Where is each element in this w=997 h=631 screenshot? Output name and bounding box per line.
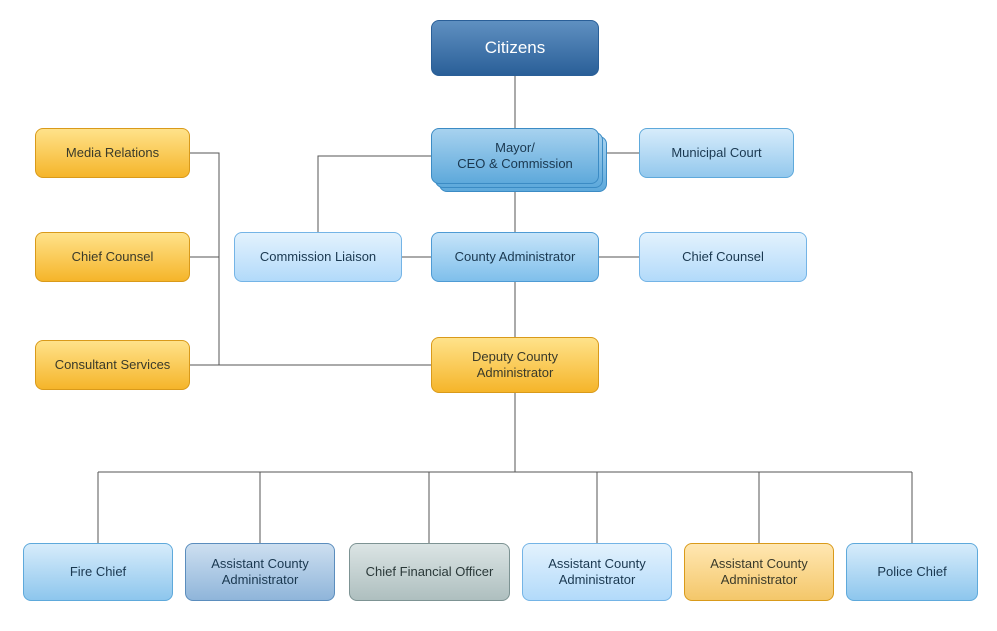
node-label: Assistant CountyAdministrator — [211, 556, 309, 589]
node-mayor: Mayor/CEO & Commission — [431, 128, 599, 184]
node-chief-counsel-right: Chief Counsel — [639, 232, 807, 282]
connector-layer — [0, 0, 997, 631]
node-deputy-county-administrator: Deputy CountyAdministrator — [431, 337, 599, 393]
node-label: County Administrator — [455, 249, 576, 265]
node-assistant-county-administrator-1: Assistant CountyAdministrator — [185, 543, 335, 601]
node-label: Assistant CountyAdministrator — [548, 556, 646, 589]
node-label: Deputy CountyAdministrator — [472, 349, 558, 382]
node-label: Chief Counsel — [682, 249, 764, 265]
node-consultant-services: Consultant Services — [35, 340, 190, 390]
org-chart: Citizens Mayor/CEO & Commission Municipa… — [0, 0, 997, 631]
node-fire-chief: Fire Chief — [23, 543, 173, 601]
node-assistant-county-administrator-2: Assistant CountyAdministrator — [522, 543, 672, 601]
node-label: Assistant CountyAdministrator — [710, 556, 808, 589]
node-label: Media Relations — [66, 145, 159, 161]
node-county-administrator: County Administrator — [431, 232, 599, 282]
node-label: Chief Financial Officer — [366, 564, 494, 580]
node-chief-counsel-left: Chief Counsel — [35, 232, 190, 282]
node-municipal-court: Municipal Court — [639, 128, 794, 178]
node-label: Municipal Court — [671, 145, 761, 161]
node-citizens: Citizens — [431, 20, 599, 76]
node-police-chief: Police Chief — [846, 543, 978, 601]
node-label: Police Chief — [877, 564, 946, 580]
node-label: Mayor/CEO & Commission — [457, 140, 573, 173]
node-label: Commission Liaison — [260, 249, 376, 265]
node-media-relations: Media Relations — [35, 128, 190, 178]
node-label: Chief Counsel — [72, 249, 154, 265]
node-label: Consultant Services — [55, 357, 171, 373]
node-assistant-county-administrator-3: Assistant CountyAdministrator — [684, 543, 834, 601]
node-label: Fire Chief — [70, 564, 126, 580]
node-commission-liaison: Commission Liaison — [234, 232, 402, 282]
node-chief-financial-officer: Chief Financial Officer — [349, 543, 510, 601]
node-label: Citizens — [485, 37, 545, 58]
